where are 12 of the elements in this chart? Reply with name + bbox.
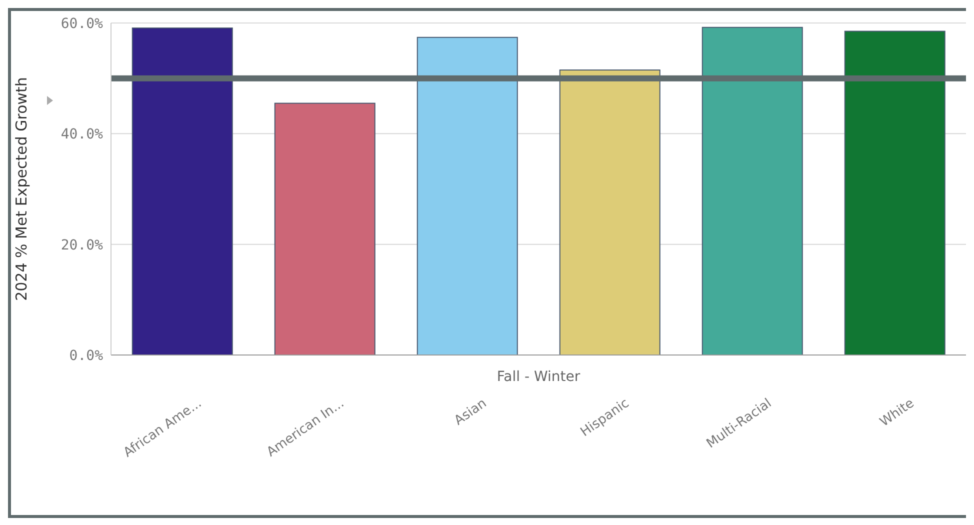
x-axis-title: Fall - Winter <box>496 368 580 385</box>
y-tick-label: 60.0% <box>60 16 104 32</box>
bar <box>132 27 233 355</box>
y-tick-label: 0.0% <box>69 348 104 364</box>
bar <box>416 36 518 355</box>
y-axis-title: 2024 % Met Expected Growth <box>12 77 30 301</box>
y-tick-label: 40.0% <box>60 126 104 143</box>
y-tick-label: 20.0% <box>60 237 104 254</box>
bar <box>702 26 803 355</box>
bar <box>274 102 376 355</box>
bar <box>844 30 946 355</box>
bar <box>559 70 660 355</box>
